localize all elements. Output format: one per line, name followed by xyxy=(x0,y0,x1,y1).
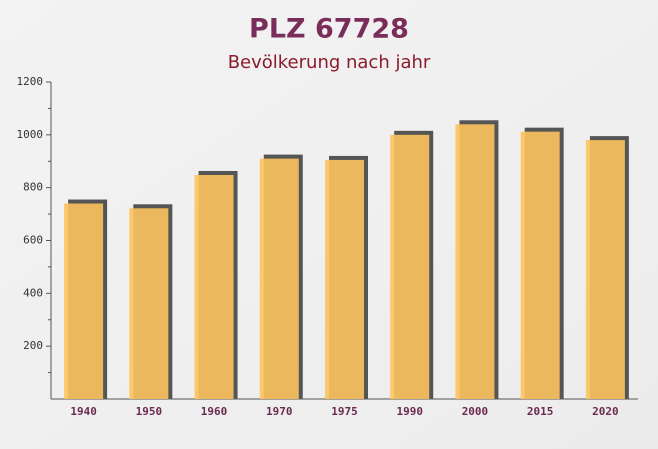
y-tick-label: 1200 xyxy=(17,75,44,88)
x-tick-label: 1950 xyxy=(136,405,163,418)
bar xyxy=(64,203,104,399)
x-tick-label: 2015 xyxy=(527,405,554,418)
x-tick-label: 2020 xyxy=(592,405,619,418)
bar xyxy=(325,159,364,399)
bar xyxy=(390,134,430,400)
y-tick-label: 1000 xyxy=(17,128,44,141)
x-tick-label: 1990 xyxy=(396,405,423,418)
x-tick-label: 1960 xyxy=(201,405,228,418)
chart-subtitle: Bevölkerung nach jahr xyxy=(228,52,431,73)
y-tick-label: 400 xyxy=(23,286,43,299)
y-tick-label: 200 xyxy=(23,339,43,352)
bar xyxy=(259,158,299,399)
bar xyxy=(585,140,625,399)
y-tick-label: 800 xyxy=(23,181,43,194)
x-tick-label: 1975 xyxy=(331,405,358,418)
bar xyxy=(194,174,234,399)
x-tick-label: 1970 xyxy=(266,405,293,418)
y-tick-label: 600 xyxy=(23,234,43,247)
x-tick-label: 2000 xyxy=(462,405,489,418)
bar xyxy=(455,124,495,400)
bar xyxy=(520,131,560,399)
chart-title: PLZ 67728 xyxy=(249,14,409,45)
bar xyxy=(129,208,169,399)
x-tick-label: 1940 xyxy=(70,405,97,418)
